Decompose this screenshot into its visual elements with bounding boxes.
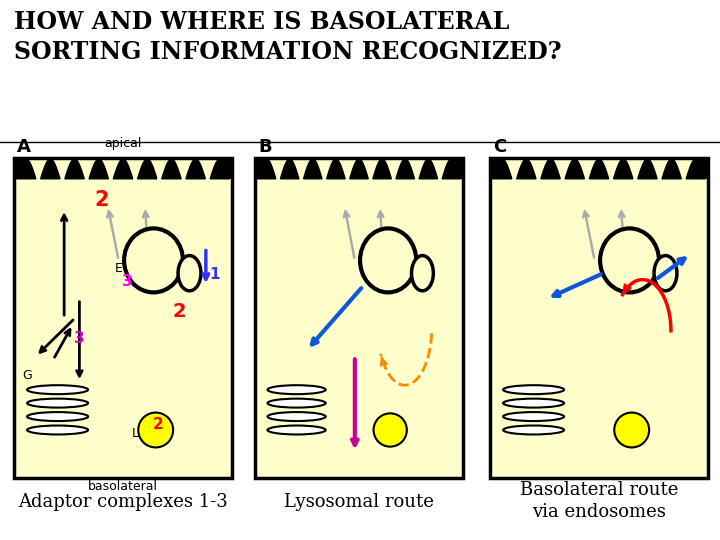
Bar — [490, 158, 502, 179]
Polygon shape — [138, 159, 157, 179]
Polygon shape — [89, 159, 109, 179]
Text: SORTING INFORMATION RECOGNIZED?: SORTING INFORMATION RECOGNIZED? — [14, 40, 562, 64]
Polygon shape — [373, 159, 392, 179]
Text: 3: 3 — [74, 332, 85, 346]
Bar — [255, 158, 463, 478]
Text: 1: 1 — [210, 267, 220, 282]
Ellipse shape — [503, 385, 564, 394]
Text: C: C — [493, 138, 506, 156]
Polygon shape — [419, 159, 438, 179]
Polygon shape — [350, 159, 368, 179]
Polygon shape — [162, 159, 181, 179]
Text: Lysosomal route: Lysosomal route — [284, 493, 434, 511]
Polygon shape — [40, 159, 60, 179]
Text: HOW AND WHERE IS BASOLATERAL: HOW AND WHERE IS BASOLATERAL — [14, 10, 509, 34]
Polygon shape — [396, 159, 415, 179]
Text: B: B — [258, 138, 271, 156]
Ellipse shape — [267, 426, 325, 435]
Polygon shape — [638, 159, 657, 179]
Polygon shape — [65, 159, 84, 179]
Ellipse shape — [412, 255, 433, 291]
Polygon shape — [113, 159, 132, 179]
Ellipse shape — [27, 426, 88, 435]
Bar — [490, 158, 708, 478]
Polygon shape — [210, 159, 230, 179]
Text: 3: 3 — [122, 274, 132, 289]
Polygon shape — [257, 159, 276, 179]
Ellipse shape — [178, 255, 201, 291]
Polygon shape — [186, 159, 205, 179]
Text: G: G — [23, 369, 32, 382]
Ellipse shape — [124, 228, 183, 292]
Polygon shape — [613, 159, 633, 179]
Text: 2: 2 — [153, 417, 163, 432]
Ellipse shape — [360, 228, 416, 292]
Bar — [696, 158, 708, 179]
Polygon shape — [304, 159, 322, 179]
Polygon shape — [327, 159, 345, 179]
Ellipse shape — [267, 385, 325, 394]
Ellipse shape — [27, 412, 88, 421]
Ellipse shape — [600, 228, 659, 292]
Text: 2: 2 — [173, 302, 186, 321]
Text: 2: 2 — [94, 190, 109, 210]
Ellipse shape — [503, 412, 564, 421]
Text: basolateral: basolateral — [88, 480, 158, 493]
Text: E: E — [114, 262, 122, 275]
Polygon shape — [280, 159, 299, 179]
Text: Adaptor complexes 1-3: Adaptor complexes 1-3 — [18, 493, 228, 511]
Polygon shape — [517, 159, 536, 179]
Polygon shape — [589, 159, 608, 179]
Polygon shape — [17, 159, 36, 179]
Text: A: A — [17, 138, 31, 156]
Circle shape — [138, 413, 173, 448]
Ellipse shape — [654, 255, 677, 291]
Polygon shape — [662, 159, 681, 179]
Ellipse shape — [267, 399, 325, 408]
Bar — [220, 158, 232, 179]
Polygon shape — [565, 159, 585, 179]
Ellipse shape — [503, 426, 564, 435]
Polygon shape — [442, 159, 461, 179]
Ellipse shape — [27, 399, 88, 408]
Ellipse shape — [27, 385, 88, 394]
Ellipse shape — [503, 399, 564, 408]
Polygon shape — [686, 159, 706, 179]
Bar — [14, 158, 232, 478]
Polygon shape — [541, 159, 560, 179]
Polygon shape — [492, 159, 512, 179]
Bar — [14, 158, 26, 179]
Text: apical: apical — [104, 137, 142, 150]
Bar — [451, 158, 463, 179]
Circle shape — [374, 413, 407, 447]
Circle shape — [614, 413, 649, 448]
Bar — [255, 158, 266, 179]
Text: L: L — [132, 427, 139, 440]
Ellipse shape — [267, 412, 325, 421]
Text: via endosomes: via endosomes — [532, 503, 666, 521]
Text: Basolateral route: Basolateral route — [520, 481, 678, 499]
